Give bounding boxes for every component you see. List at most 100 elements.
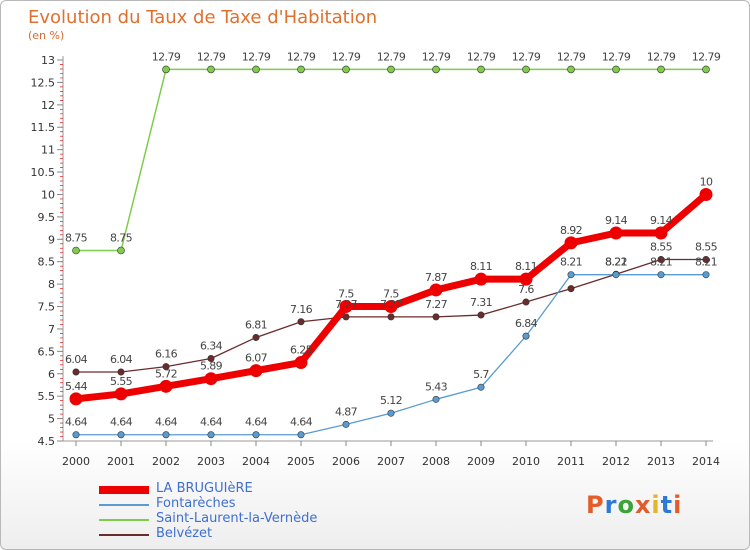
legend-swatch xyxy=(99,519,149,521)
data-label: 8.75 xyxy=(110,232,133,245)
data-label: 7.87 xyxy=(425,271,448,284)
data-label: 12.79 xyxy=(512,50,541,63)
legend-label: Fontarèches xyxy=(156,496,236,511)
data-point-2 xyxy=(252,431,260,439)
data-label: 4.64 xyxy=(110,416,133,429)
legend-label: LA BRUGUIèRE xyxy=(156,481,253,496)
data-point-2 xyxy=(387,409,395,417)
proxiti-logo: Proxiti xyxy=(586,491,682,519)
data-label: 12.79 xyxy=(692,50,721,63)
data-point-3 xyxy=(69,392,83,406)
legend-swatch xyxy=(99,504,149,506)
data-label: 12.79 xyxy=(287,50,316,63)
y-tick-label: 8 xyxy=(48,278,55,291)
data-label: 6.07 xyxy=(245,352,268,365)
data-point-2 xyxy=(342,420,350,428)
data-label: 9.14 xyxy=(650,214,673,227)
data-label: 8.21 xyxy=(650,256,672,269)
data-point-0 xyxy=(477,65,485,74)
data-label: 5.89 xyxy=(200,360,223,373)
data-point-3 xyxy=(294,356,308,370)
data-point-2 xyxy=(567,271,575,279)
data-point-1 xyxy=(702,255,710,263)
data-label: 12.79 xyxy=(197,50,226,63)
chart-title: Evolution du Taux de Taxe d'Habitation xyxy=(28,7,378,28)
data-label: 7.5 xyxy=(338,288,354,301)
data-label: 5.55 xyxy=(110,375,133,388)
y-tick-label: 9.5 xyxy=(38,211,56,224)
logo-letter: t xyxy=(660,491,674,519)
data-point-0 xyxy=(612,65,620,74)
data-label: 6.34 xyxy=(200,340,223,353)
data-label: 7.6 xyxy=(518,283,534,296)
data-label: 4.64 xyxy=(245,416,268,429)
legend-swatch xyxy=(99,534,149,536)
y-tick-label: 11.5 xyxy=(31,121,56,134)
data-label: 12.79 xyxy=(602,50,631,63)
data-point-3 xyxy=(249,364,263,378)
data-label: 6.04 xyxy=(110,353,133,366)
data-label: 12.79 xyxy=(242,50,271,63)
data-label: 5.12 xyxy=(380,394,402,407)
data-point-1 xyxy=(252,333,260,341)
data-point-3 xyxy=(474,272,488,286)
data-point-0 xyxy=(207,65,215,74)
x-tick-label: 2014 xyxy=(692,455,720,468)
data-point-2 xyxy=(477,383,485,391)
data-point-2 xyxy=(162,431,170,439)
x-tick-label: 2011 xyxy=(557,455,585,468)
data-point-1 xyxy=(342,313,350,321)
data-label: 8.21 xyxy=(560,256,582,269)
data-label: 12.79 xyxy=(377,50,406,63)
y-tick-label: 8.5 xyxy=(38,256,56,269)
y-tick-label: 5 xyxy=(48,413,55,426)
data-label: 4.64 xyxy=(290,416,313,429)
y-tick-label: 5.5 xyxy=(38,390,56,403)
data-label: 6.04 xyxy=(65,353,88,366)
x-tick-label: 2010 xyxy=(512,455,540,468)
data-point-1 xyxy=(477,311,485,319)
x-tick-label: 2008 xyxy=(422,455,450,468)
data-point-1 xyxy=(387,313,395,321)
data-point-2 xyxy=(522,332,530,340)
data-label: 4.64 xyxy=(155,416,178,429)
data-label: 8.21 xyxy=(695,256,717,269)
data-point-1 xyxy=(162,363,170,371)
data-point-0 xyxy=(72,246,80,255)
data-point-1 xyxy=(522,298,530,306)
data-point-0 xyxy=(567,65,575,74)
data-label: 7.16 xyxy=(290,303,313,316)
data-point-2 xyxy=(702,271,710,279)
x-tick-label: 2000 xyxy=(62,455,90,468)
logo-letter: r xyxy=(604,491,618,519)
data-point-3 xyxy=(564,236,578,250)
logo-letter: x xyxy=(634,491,652,519)
data-label: 12.79 xyxy=(422,50,451,63)
data-point-3 xyxy=(114,387,128,401)
data-label: 6.81 xyxy=(245,318,267,331)
data-label: 7.27 xyxy=(335,298,358,311)
data-point-2 xyxy=(432,395,440,403)
y-tick-label: 7 xyxy=(48,323,55,336)
y-tick-label: 6.5 xyxy=(38,345,56,358)
unit-label: (en %) xyxy=(28,29,65,42)
data-point-3 xyxy=(384,300,398,314)
data-label: 7.27 xyxy=(425,298,448,311)
data-point-3 xyxy=(339,300,353,314)
y-tick-label: 12.5 xyxy=(31,76,56,89)
y-tick-label: 10.5 xyxy=(31,166,56,179)
x-tick-label: 2013 xyxy=(647,455,675,468)
data-label: 8.55 xyxy=(695,240,718,253)
data-label: 8.92 xyxy=(560,224,582,237)
data-point-3 xyxy=(654,226,668,240)
data-label: 6.84 xyxy=(515,317,538,330)
data-point-2 xyxy=(657,271,665,279)
data-label: 4.64 xyxy=(65,416,88,429)
data-label: 8.22 xyxy=(605,255,627,268)
data-point-0 xyxy=(162,65,170,74)
x-tick-label: 2002 xyxy=(152,455,180,468)
y-tick-label: 6 xyxy=(48,368,55,381)
data-point-2 xyxy=(117,431,125,439)
logo-letter: P xyxy=(586,491,605,519)
data-point-3 xyxy=(159,379,173,393)
